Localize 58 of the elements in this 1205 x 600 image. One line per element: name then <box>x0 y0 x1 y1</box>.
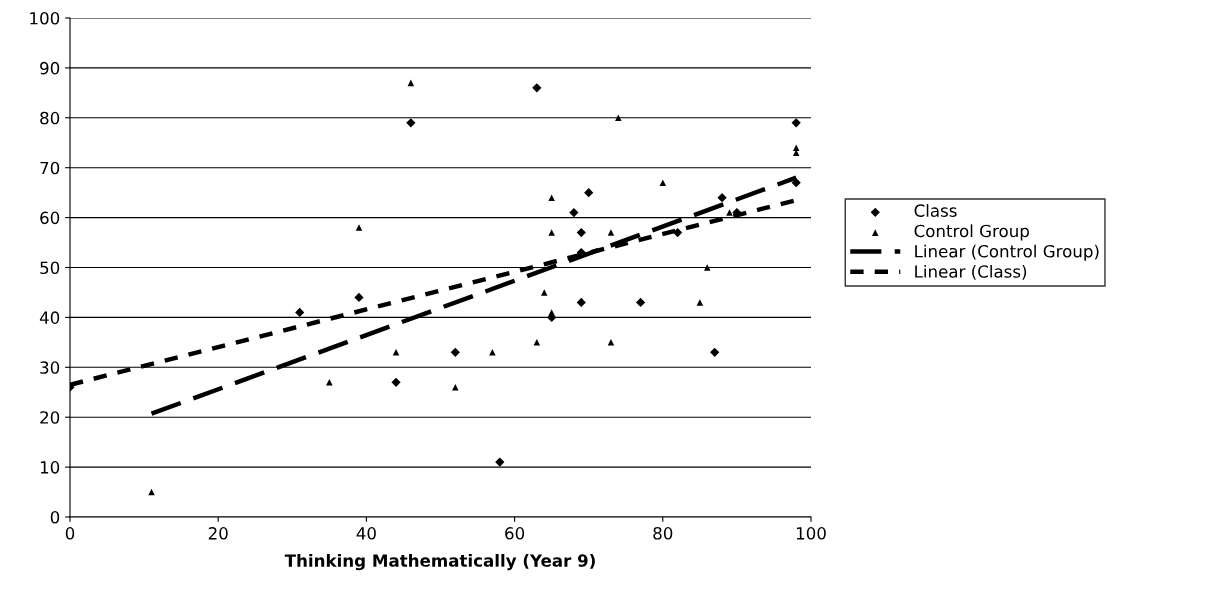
y-tick-label: 90 <box>40 61 60 75</box>
x-tick-label: 60 <box>505 527 525 540</box>
point <box>704 264 711 271</box>
y-tick-label: 100 <box>30 11 60 25</box>
point <box>673 227 683 238</box>
point <box>355 224 363 231</box>
point <box>548 194 555 201</box>
point <box>615 114 622 122</box>
point <box>607 229 615 236</box>
legend-label: Linear (Control Group) <box>915 244 1099 261</box>
legend-label: Linear (Class) <box>915 264 1027 280</box>
y-tick-label: 20 <box>40 411 60 424</box>
y-tick-label: 0 <box>50 510 60 524</box>
point <box>791 118 801 128</box>
point <box>354 292 364 303</box>
legend-label: Class <box>914 204 957 217</box>
point <box>407 79 415 87</box>
point <box>406 118 416 128</box>
point <box>489 349 496 356</box>
point <box>495 457 505 467</box>
point <box>450 347 460 357</box>
y-tick-label: 10 <box>40 461 60 474</box>
point <box>548 309 555 316</box>
x-tick-label: 80 <box>653 527 673 540</box>
point <box>548 229 555 236</box>
point <box>607 339 615 346</box>
point <box>726 209 733 216</box>
point <box>326 379 333 386</box>
y-tick-label: 80 <box>40 111 60 125</box>
point <box>635 297 646 308</box>
point <box>710 347 720 357</box>
x-tick-label: 100 <box>796 527 826 540</box>
legend-label: Control Group <box>914 224 1029 241</box>
point <box>791 178 801 188</box>
point <box>392 349 400 356</box>
y-tick-label: 60 <box>40 211 60 225</box>
point <box>576 297 586 308</box>
point <box>532 83 542 93</box>
point <box>540 289 548 296</box>
point <box>295 307 305 318</box>
point <box>659 179 667 186</box>
point <box>696 299 704 306</box>
point <box>792 144 800 151</box>
x-tick-label: 0 <box>65 527 75 540</box>
point <box>391 377 401 387</box>
point <box>533 339 541 346</box>
x-tick-label: 20 <box>208 527 228 540</box>
point <box>584 188 594 198</box>
y-tick-label: 30 <box>40 361 60 374</box>
x-axis-title: Thinking Mathematically (Year 9) <box>284 553 595 571</box>
point <box>452 384 459 391</box>
y-tick-label: 70 <box>40 161 60 175</box>
y-tick-label: 40 <box>39 311 60 324</box>
y-tick-label: 50 <box>40 261 60 275</box>
point <box>717 193 727 203</box>
x-tick-label: 40 <box>356 527 376 540</box>
point <box>576 227 586 238</box>
point <box>569 208 579 218</box>
